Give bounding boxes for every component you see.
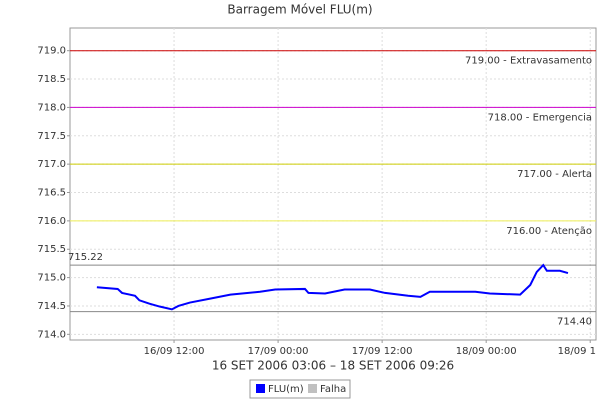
x-tick-label: 18/09 00:00	[456, 346, 517, 357]
x-tick-label: 16/09 12:00	[144, 346, 205, 357]
chart-title: Barragem Móvel FLU(m)	[227, 3, 372, 17]
y-tick-label: 714.0	[37, 329, 66, 340]
y-tick-label: 719.0	[37, 46, 66, 57]
plot-area	[69, 27, 597, 341]
y-tick-label: 716.5	[37, 188, 66, 199]
legend-swatch	[256, 384, 265, 393]
x-tick-label: 18/09 1	[558, 346, 596, 357]
y-tick-label: 717.0	[37, 159, 66, 170]
series-line	[96, 263, 569, 311]
y-tick-label: 715.5	[37, 244, 66, 255]
legend-label: Falha	[320, 384, 346, 395]
reference-label: 716.00 - Atenção	[506, 226, 592, 237]
y-tick-label: 718.0	[37, 102, 66, 113]
y-tick-label: 718.5	[37, 74, 66, 85]
x-tick-label: 17/09 00:00	[248, 346, 309, 357]
reference-label: 714.40	[557, 317, 592, 328]
reference-label: 719.00 - Extravasamento	[465, 56, 592, 67]
reference-label: 715.22	[68, 252, 103, 263]
chart-subtitle: 16 SET 2006 03:06 – 18 SET 2006 09:26	[212, 359, 454, 373]
legend-box	[249, 379, 351, 399]
y-tick-label: 714.5	[37, 301, 66, 312]
y-tick-label: 717.5	[37, 131, 66, 142]
y-tick-label: 715.0	[37, 273, 66, 284]
y-tick-label: 716.0	[37, 216, 66, 227]
x-tick-label: 17/09 12:00	[352, 346, 413, 357]
legend-swatch	[308, 384, 317, 393]
legend-label: FLU(m)	[268, 384, 304, 395]
reference-label: 717.00 - Alerta	[517, 169, 592, 180]
reference-label: 718.00 - Emergencia	[488, 112, 592, 123]
